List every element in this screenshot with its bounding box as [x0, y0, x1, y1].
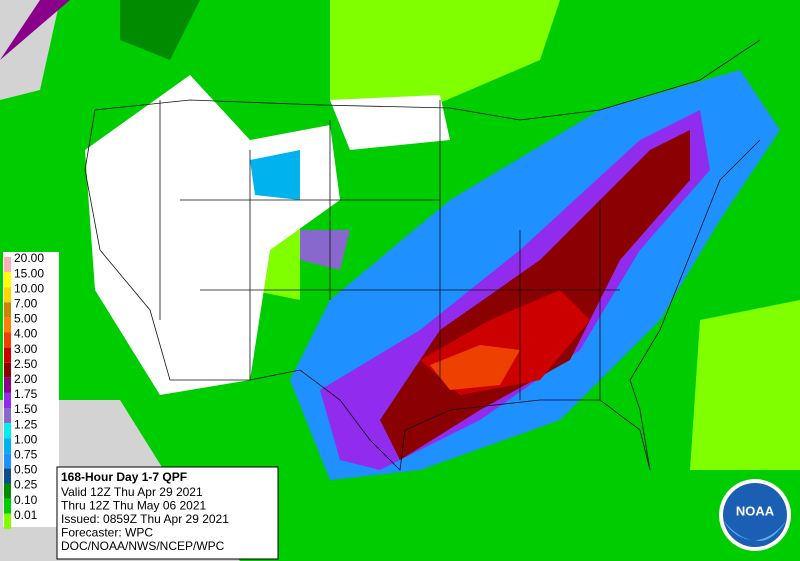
heavy-rain-area — [300, 230, 350, 270]
legend-label: 1.25 — [14, 417, 38, 431]
legend-swatch — [4, 513, 11, 529]
info-title: 168-Hour Day 1-7 QPF — [61, 470, 187, 484]
extreme-rain-core — [430, 345, 520, 390]
legend-label: 20.00 — [14, 251, 44, 265]
legend-label: 15.00 — [14, 266, 44, 280]
dry-area — [330, 95, 450, 150]
logo-wave — [723, 520, 787, 541]
legend-label: 1.00 — [14, 432, 38, 446]
moderate-rain-area — [120, 0, 200, 60]
legend-swatch — [4, 483, 11, 499]
legend-label: 3.00 — [14, 342, 38, 356]
legend-label: 0.01 — [14, 508, 38, 522]
legend-label: 2.50 — [14, 357, 38, 371]
legend-label: 0.75 — [14, 447, 38, 461]
legend: 20.0015.0010.007.005.004.003.002.502.001… — [4, 251, 44, 529]
legend-label: 0.50 — [14, 463, 38, 477]
legend-box — [3, 252, 59, 527]
info-line: DOC/NOAA/NWS/NCEP/WPC — [61, 539, 225, 553]
logo-disc — [723, 483, 787, 547]
legend-label: 0.10 — [14, 493, 38, 507]
border-line — [94, 39, 761, 121]
legend-swatch — [4, 257, 11, 273]
light-rain-area — [330, 0, 560, 120]
legend-label: 5.00 — [14, 312, 38, 326]
border-line — [84, 109, 761, 471]
legend-swatch — [4, 392, 11, 408]
legend-swatch — [4, 468, 11, 484]
heavy-rain-area — [250, 150, 300, 200]
no-data-area — [0, 0, 60, 100]
info-box — [56, 466, 279, 560]
legend-swatch — [4, 498, 11, 514]
legend-swatch — [4, 377, 11, 393]
info-line: Forecaster: WPC — [61, 525, 153, 539]
info-line: Issued: 0859Z Thu Apr 29 2021 — [61, 512, 229, 526]
legend-swatch — [4, 438, 11, 454]
legend-swatch — [4, 408, 11, 424]
legend-swatch — [4, 453, 11, 469]
legend-swatch — [4, 423, 11, 439]
logo-text: NOAA — [736, 503, 775, 518]
state-line — [159, 100, 620, 400]
legend-label: 0.25 — [14, 478, 38, 492]
legend-label: 10.00 — [14, 281, 44, 295]
light-rain-area — [690, 300, 800, 470]
legend-label: 1.50 — [14, 402, 38, 416]
legend-label: 1.75 — [14, 387, 38, 401]
coastal-rain — [0, 0, 70, 60]
legend-label: 7.00 — [14, 296, 38, 310]
legend-swatch — [4, 347, 11, 363]
legend-label: 2.00 — [14, 372, 38, 386]
legend-label: 4.00 — [14, 327, 38, 341]
info-line: Valid 12Z Thu Apr 29 2021 — [61, 485, 203, 499]
legend-swatch — [4, 272, 11, 288]
legend-swatch — [4, 362, 11, 378]
noaa-logo: NOAA — [719, 479, 791, 551]
legend-swatch — [4, 287, 11, 303]
legend-swatch — [4, 332, 11, 348]
legend-swatch — [4, 317, 11, 333]
info-line: Thru 12Z Thu May 06 2021 — [61, 499, 207, 513]
legend-swatch — [4, 302, 11, 318]
